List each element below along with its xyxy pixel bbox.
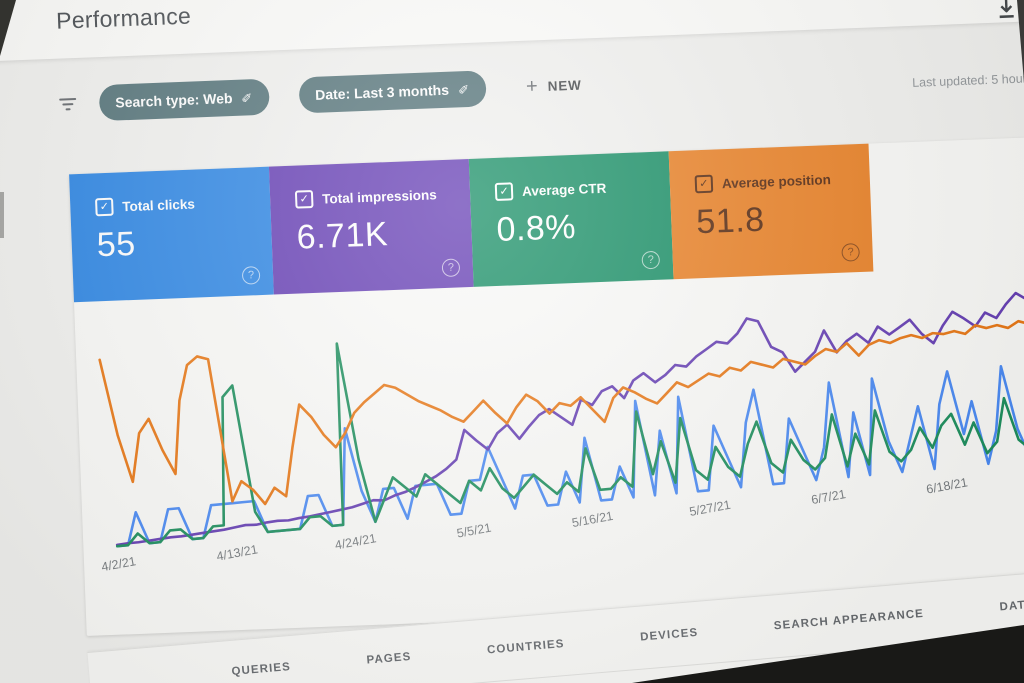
metric-value: 55: [96, 224, 137, 265]
chip-label: Search type: Web: [115, 90, 233, 111]
pencil-icon: ✎: [239, 91, 256, 104]
series-average-position: [100, 269, 1024, 518]
date-range-chip[interactable]: Date: Last 3 months ✎: [298, 70, 487, 114]
x-axis-label: 6/18/21: [925, 475, 969, 497]
x-axis-label: 5/5/21: [455, 520, 493, 541]
x-axis-label: 4/13/21: [215, 542, 260, 564]
new-filter-label: NEW: [547, 77, 582, 94]
download-icon: [999, 0, 1014, 19]
x-axis-label: 6/7/21: [810, 487, 848, 508]
page-title: Performance: [55, 2, 192, 34]
average-position-card[interactable]: ✓ Average position 51.8 ?: [668, 143, 874, 280]
performance-panel: ✓ Total clicks 55 ? ✓ Total impressions …: [69, 133, 1024, 636]
x-axis-label: 5/27/21: [688, 497, 733, 519]
metric-label: Average position: [721, 171, 832, 191]
x-axis-label: 4/2/21: [100, 554, 138, 575]
help-icon[interactable]: ?: [441, 258, 461, 278]
filter-list-icon[interactable]: [59, 98, 78, 113]
metric-label: Total impressions: [321, 186, 437, 207]
plus-icon: +: [525, 75, 539, 98]
tab-countries[interactable]: COUNTRIES: [486, 638, 565, 657]
metric-value: 0.8%: [495, 207, 577, 249]
tab-dates[interactable]: DATES: [999, 597, 1024, 614]
metric-label: Average CTR: [521, 180, 607, 199]
last-updated-text: Last updated: 5 hour: [911, 71, 1024, 90]
series-average-ctr: [100, 275, 1024, 546]
tab-queries[interactable]: QUERIES: [231, 661, 292, 678]
app-bar: Performance: [0, 0, 1024, 62]
total-impressions-card[interactable]: ✓ Total impressions 6.71K ?: [268, 158, 474, 295]
checkbox-total-clicks[interactable]: ✓: [95, 197, 114, 217]
help-icon[interactable]: ?: [641, 250, 661, 270]
checkbox-total-impressions[interactable]: ✓: [294, 189, 314, 209]
tab-search-appearance[interactable]: SEARCH APPEARANCE: [773, 607, 925, 633]
average-ctr-card[interactable]: ✓ Average CTR 0.8% ?: [468, 151, 674, 287]
help-icon[interactable]: ?: [841, 243, 860, 262]
total-clicks-card[interactable]: ✓ Total clicks 55 ?: [69, 166, 274, 303]
metric-label: Total clicks: [122, 196, 196, 214]
performance-chart[interactable]: [70, 248, 1024, 554]
checkbox-average-position[interactable]: ✓: [694, 174, 714, 194]
pencil-icon: ✎: [456, 83, 472, 95]
help-icon[interactable]: ?: [241, 266, 261, 285]
tab-pages[interactable]: PAGES: [366, 650, 412, 667]
checkbox-average-ctr[interactable]: ✓: [494, 182, 514, 201]
chip-label: Date: Last 3 months: [314, 81, 450, 103]
export-button[interactable]: [993, 0, 1020, 21]
metric-value: 51.8: [695, 200, 766, 242]
x-axis-label: 5/16/21: [570, 508, 614, 531]
metric-value: 6.71K: [295, 215, 389, 257]
chart-area: 4/2/21 4/13/21 4/24/21 5/5/21 5/16/21 5/27/21…: [70, 247, 1024, 591]
new-filter-button[interactable]: + NEW: [526, 75, 582, 97]
tab-devices[interactable]: DEVICES: [639, 626, 699, 644]
x-axis-label: 4/24/21: [333, 531, 378, 553]
search-type-chip[interactable]: Search type: Web ✎: [98, 78, 271, 122]
